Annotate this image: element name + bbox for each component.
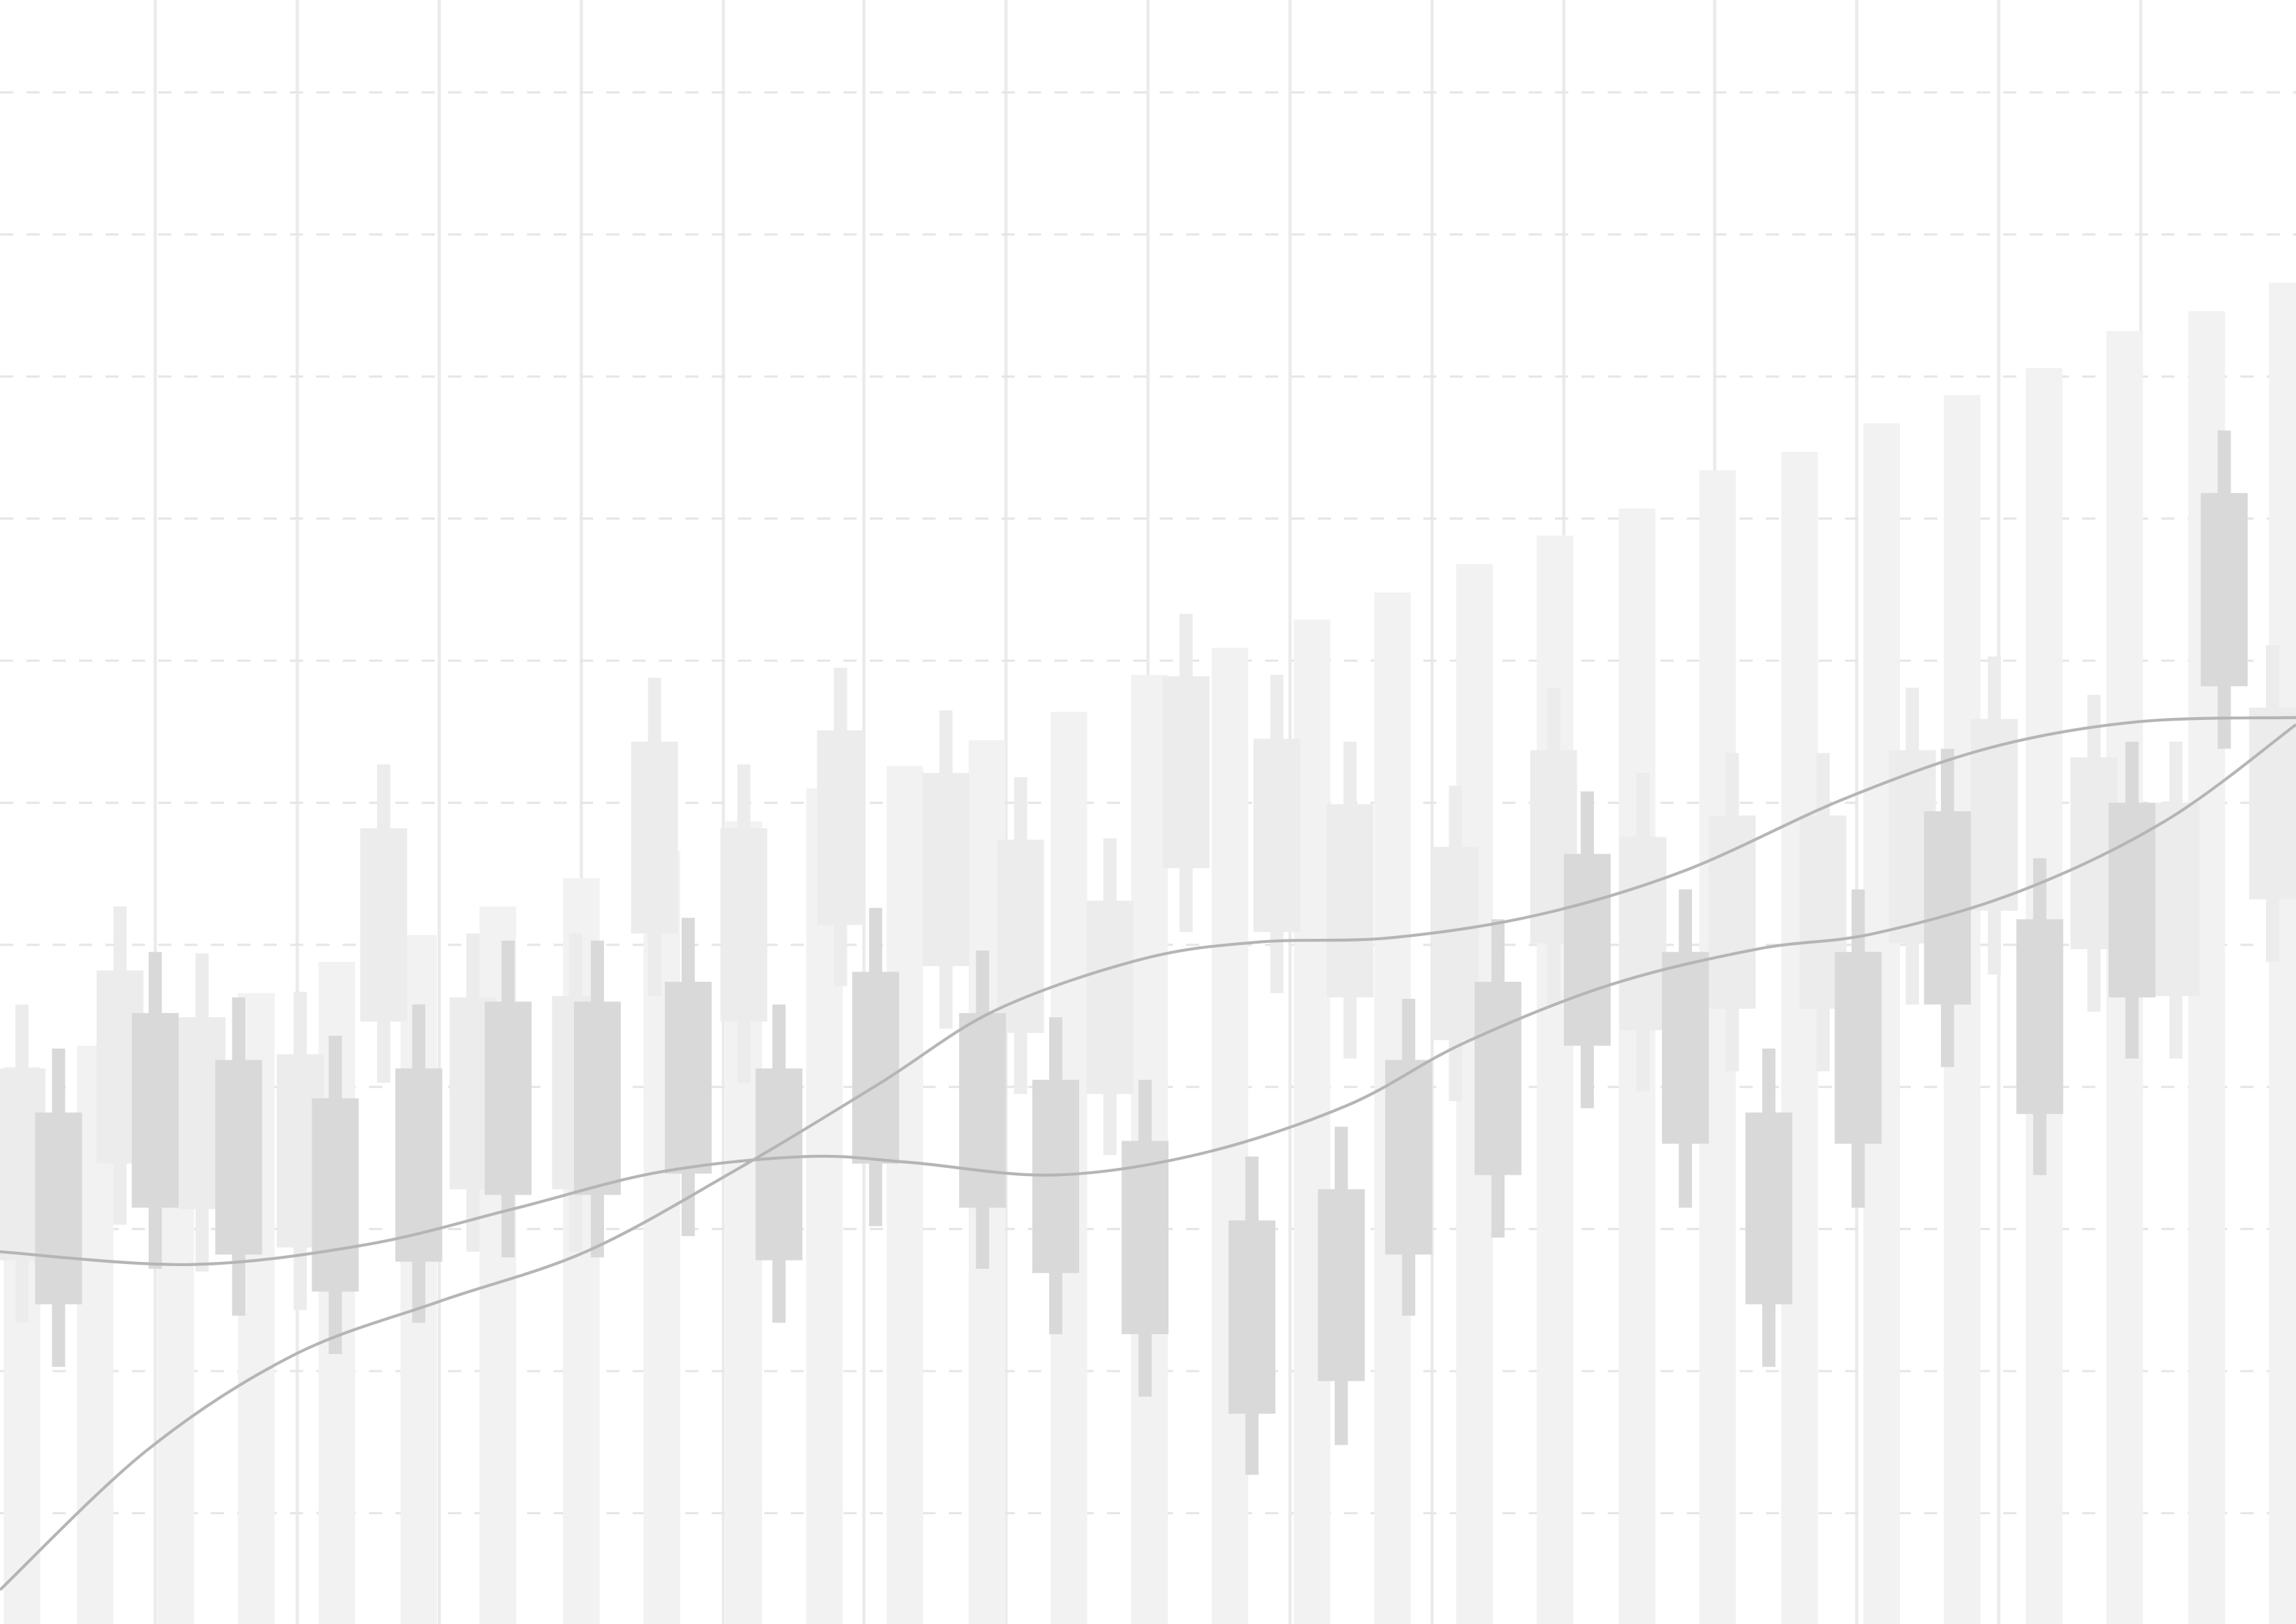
volume-bar	[886, 766, 924, 1624]
candle-body	[484, 1002, 532, 1195]
candle-body	[922, 772, 969, 967]
candle-body	[2109, 802, 2156, 997]
candle-body	[2152, 802, 2200, 996]
candle-body	[817, 730, 864, 925]
candle-body	[1661, 952, 1709, 1144]
volume-bar	[1781, 451, 1818, 1624]
candle-body	[1385, 1059, 1432, 1255]
candle-body	[1564, 854, 1611, 1046]
candle-body	[1834, 952, 1882, 1144]
trend-line	[0, 716, 2296, 1591]
candle-body	[1619, 837, 1667, 1030]
candle-body	[360, 828, 408, 1022]
candle-body	[1474, 982, 1522, 1175]
candle-body	[958, 1012, 1006, 1208]
candle-body	[997, 839, 1044, 1034]
candle-body	[1253, 738, 1301, 933]
candle-body	[2016, 919, 2064, 1114]
candle-body	[755, 1068, 803, 1261]
candle-body	[1924, 811, 1972, 1005]
candle-body	[132, 1012, 179, 1208]
candle-body	[574, 1002, 621, 1195]
candle-body	[1318, 1189, 1365, 1381]
candle-body	[720, 828, 768, 1022]
candle-body	[1327, 804, 1374, 997]
candle-body	[665, 982, 712, 1174]
candle-body	[2249, 707, 2296, 900]
candle-body	[1228, 1220, 1275, 1414]
candle-body	[1162, 676, 1210, 869]
trend-line	[0, 723, 2296, 1267]
candle-body	[1086, 901, 1134, 1094]
candle-body	[35, 1112, 82, 1305]
candle-body	[1432, 847, 1479, 1040]
candle-body	[2201, 493, 2248, 687]
volume-bar	[1211, 648, 1249, 1624]
candle-body	[312, 1098, 359, 1292]
candle-body	[1121, 1141, 1169, 1334]
candle-body	[852, 972, 899, 1164]
candle-body	[1745, 1112, 1793, 1305]
candle-body	[631, 741, 678, 934]
candle-body	[1708, 815, 1756, 1009]
candle-body	[215, 1059, 262, 1255]
